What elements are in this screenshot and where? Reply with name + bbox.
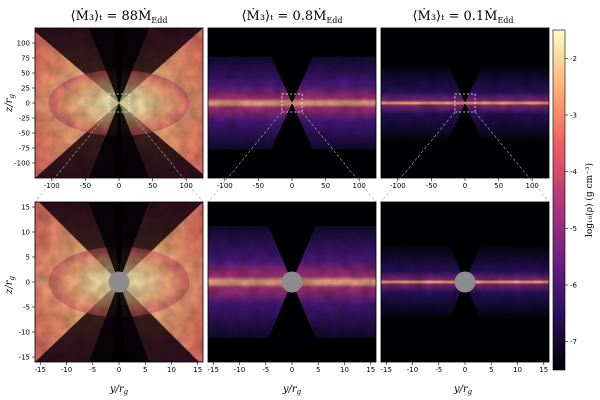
y-tick-label: -100	[14, 160, 30, 168]
colorbar-bar	[552, 29, 566, 371]
colorbar-tick-label: -6	[570, 282, 578, 290]
y-tick-label: 25	[21, 85, 30, 93]
y-tick-label: 5	[26, 254, 30, 262]
x-tick-label: 100	[180, 182, 193, 190]
x-tick-label: 15	[193, 366, 202, 374]
y-tick-label: 50	[21, 70, 30, 78]
title-0.1: ⟨Ṁ₃⟩ₜ = 0.1ṀEdd	[412, 7, 513, 25]
x-tick-label: -5	[435, 366, 442, 374]
panel-bottom-88: -15 -10 -5 0 5 10 15 15 10 5 0 -5 -10 -15	[19, 201, 204, 374]
panel-grid: -100 -50 0 50 1001007550250-25-50-75-100-100…	[14, 27, 550, 374]
density-map	[208, 28, 376, 178]
y-tick-label: 0	[26, 100, 30, 108]
ylabel-top: z/rg	[4, 94, 16, 113]
density-map	[381, 28, 549, 178]
colorbar: -2 -3 -4 -5 -6 -7 log₁₀(ρ) (g cm⁻³)	[552, 29, 595, 371]
x-tick-label: 5	[316, 366, 320, 374]
y-tick-label: -15	[19, 354, 30, 362]
y-tick-label: -25	[19, 115, 30, 123]
x-tick-label: 5	[143, 366, 147, 374]
x-tick-label: 50	[321, 182, 330, 190]
x-tick-label: 5	[489, 366, 493, 374]
y-tick-label: 100	[17, 40, 30, 48]
x-tick-label: -10	[61, 366, 72, 374]
x-tick-label: 0	[290, 366, 294, 374]
ylabel-bottom: z/rg	[4, 276, 16, 295]
density-map	[35, 202, 203, 362]
zoom-connector-left	[207, 111, 283, 203]
x-tick-label: -15	[35, 366, 46, 374]
x-tick-label: 50	[494, 182, 503, 190]
zoom-box	[454, 93, 476, 113]
y-tick-label: -75	[19, 145, 30, 153]
x-tick-label: 15	[366, 366, 375, 374]
y-tick-label: 10	[21, 229, 30, 237]
zoom-connector-right	[474, 111, 550, 203]
turbulence	[35, 28, 203, 178]
x-tick-label: 100	[526, 182, 539, 190]
y-tick-label: 0	[26, 279, 30, 287]
title-0.8: ⟨Ṁ₃⟩ₜ = 0.8ṀEdd	[241, 7, 342, 25]
x-tick-label: -5	[262, 366, 269, 374]
x-tick-label: 50	[148, 182, 157, 190]
x-tick-label: 10	[340, 366, 349, 374]
colorbar-tick-label: -3	[570, 112, 577, 120]
x-tick-label: 10	[167, 366, 176, 374]
colorbar-tick-label: -5	[570, 225, 577, 233]
zoom-box	[108, 93, 130, 113]
panel-bottom-0.1: -15 -10 -5 0 5 10 15	[381, 201, 550, 374]
x-tick-label: -50	[426, 182, 437, 190]
colorbar-tick-label: -7	[570, 338, 577, 346]
y-tick-label: 75	[21, 55, 30, 63]
black-hole	[108, 271, 130, 293]
x-tick-label: 0	[463, 366, 467, 374]
x-tick-label: 100	[353, 182, 366, 190]
panel-top-0.8: -100 -50 0 50 100	[207, 27, 377, 190]
x-tick-label: -100	[44, 182, 60, 190]
zoom-connector-right	[301, 111, 377, 203]
black-hole	[281, 271, 303, 293]
zoom-connector-left	[34, 111, 110, 203]
y-tick-label: 15	[21, 204, 30, 212]
x-tick-label: -100	[217, 182, 233, 190]
y-tick-label: -10	[19, 329, 30, 337]
x-tick-label: -15	[381, 366, 392, 374]
x-tick-label: 0	[117, 366, 121, 374]
column-titles: ⟨Ṁ₃⟩ₜ = 88ṀEdd ⟨Ṁ₃⟩ₜ = 0.8ṀEdd ⟨Ṁ₃⟩ₜ = 0…	[71, 7, 514, 25]
panel-top-0.1: -100 -50 0 50 100	[380, 27, 550, 190]
turbulence	[208, 28, 376, 178]
turbulence	[381, 28, 549, 178]
density-map	[381, 202, 549, 362]
xlabel-1: y/rg	[109, 384, 129, 396]
density-map	[35, 28, 203, 178]
title-88: ⟨Ṁ₃⟩ₜ = 88ṀEdd	[71, 7, 168, 25]
x-tick-label: -10	[234, 366, 245, 374]
x-tick-label: -100	[390, 182, 406, 190]
colorbar-label: log₁₀(ρ) (g cm⁻³)	[584, 163, 595, 237]
x-tick-label: -5	[89, 366, 96, 374]
x-tick-label: 0	[290, 182, 294, 190]
y-tick-label: -50	[19, 130, 30, 138]
panel-top-88: -100 -50 0 50 100 100 75 50 25 0 -25 -50 -75 -100	[14, 27, 204, 190]
y-tick-label: -5	[23, 304, 30, 312]
panel-bottom-0.8: -15 -10 -5 0 5 10 15	[208, 201, 377, 374]
colorbar-tick-label: -2	[570, 55, 577, 63]
x-tick-label: 0	[117, 182, 121, 190]
xlabel-2: y/rg	[282, 384, 302, 396]
x-tick-label: -50	[253, 182, 264, 190]
x-tick-label: 10	[513, 366, 522, 374]
colorbar-ticks: -2 -3 -4 -5 -6 -7	[565, 55, 578, 346]
colorbar-tick-label: -4	[570, 168, 578, 176]
x-tick-label: -15	[208, 366, 219, 374]
x-tick-label: 0	[463, 182, 467, 190]
x-tick-label: 15	[539, 366, 548, 374]
xlabel-3: y/rg	[453, 384, 473, 396]
x-tick-label: -50	[80, 182, 91, 190]
x-tick-label: -10	[407, 366, 418, 374]
zoom-connector-right	[128, 111, 204, 203]
zoom-box	[281, 93, 303, 113]
black-hole	[454, 271, 476, 293]
zoom-connector-left	[380, 111, 456, 203]
